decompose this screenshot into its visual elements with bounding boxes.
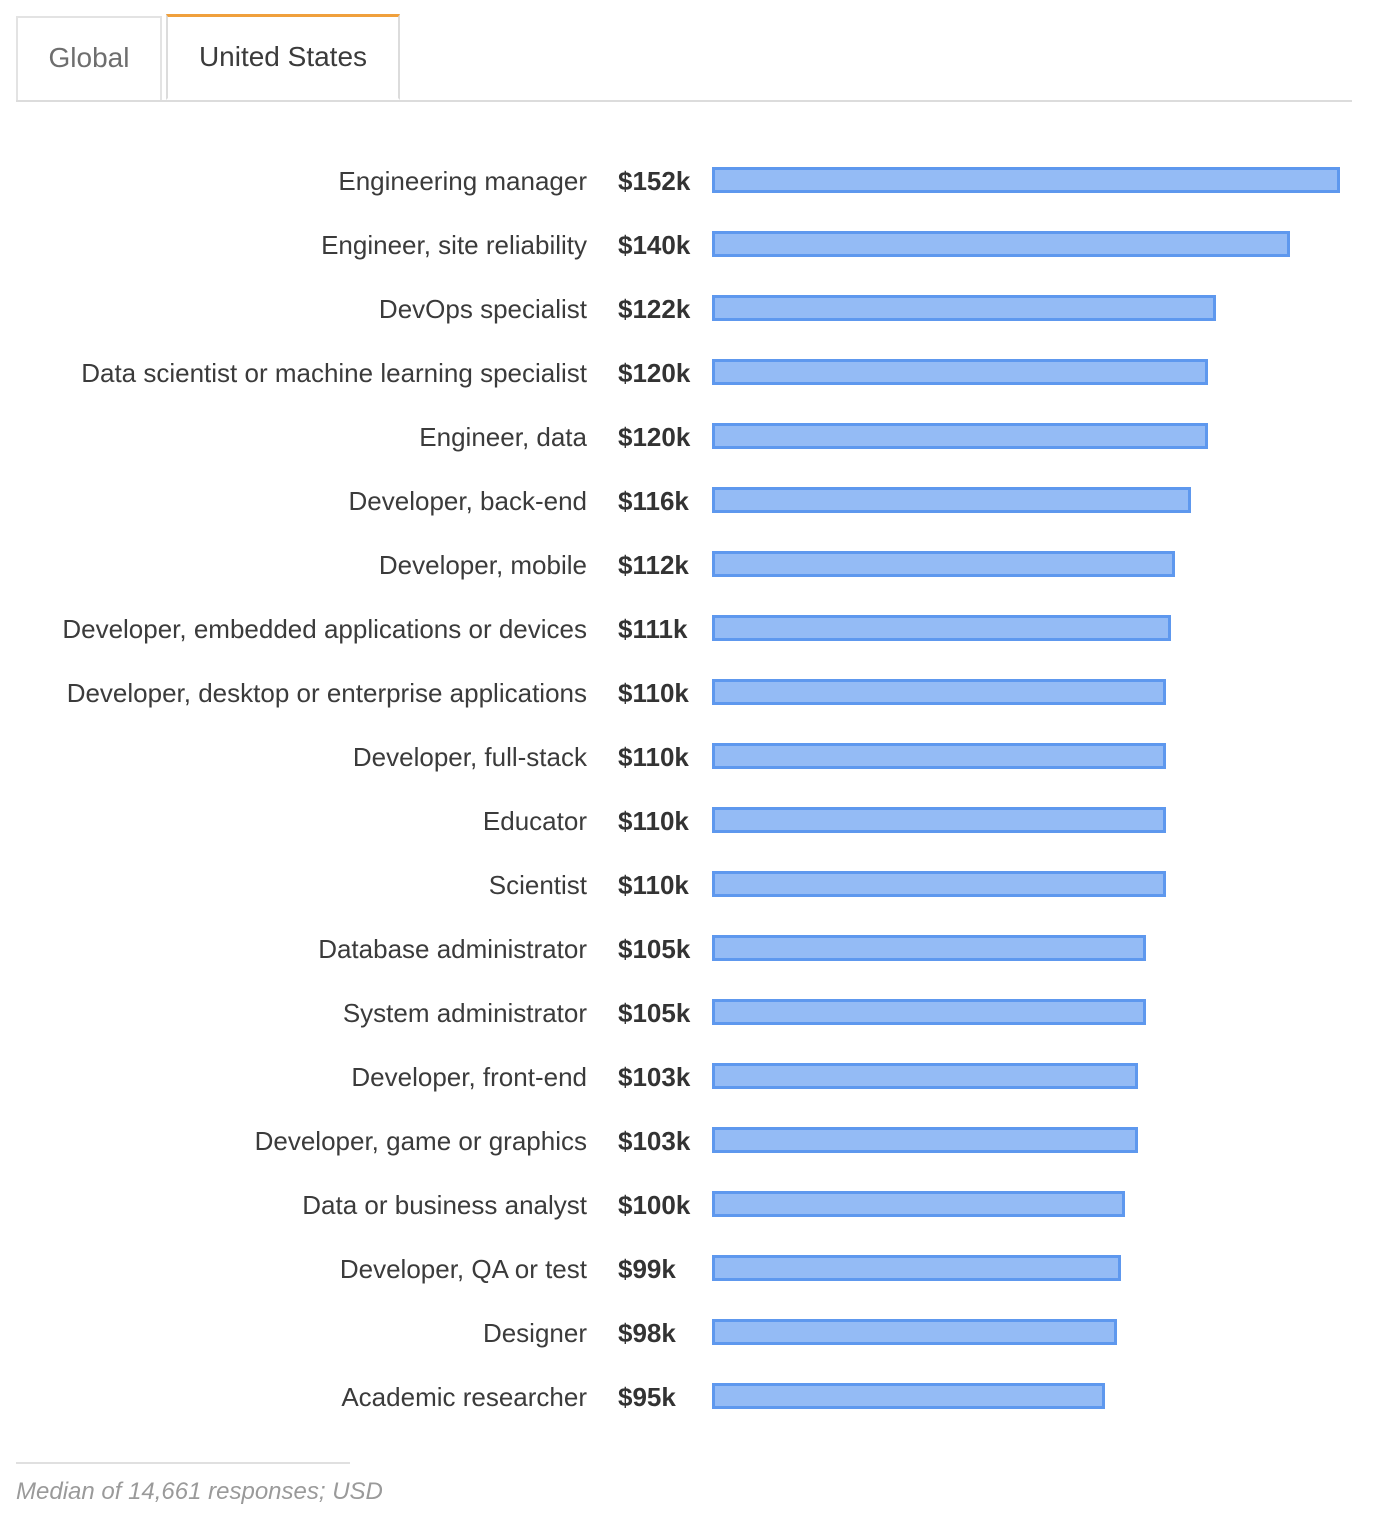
salary-bar (712, 359, 1208, 385)
category-label: Scientist (488, 870, 587, 900)
chart-row: Developer, front-end $103k (0, 1046, 1384, 1110)
salary-bar (712, 935, 1146, 961)
chart-row: Developer, game or graphics $103k (0, 1110, 1384, 1174)
value-label: $122k (618, 294, 691, 324)
salary-bar (712, 871, 1166, 897)
region-tabs: Global United States (16, 14, 1352, 102)
value-label: $112k (618, 550, 689, 580)
tab-united-states[interactable]: United States (166, 14, 400, 100)
chart-row: Data or business analyst $100k (0, 1174, 1384, 1238)
value-label: $103k (618, 1062, 691, 1092)
category-label: DevOps specialist (378, 294, 587, 324)
category-label: Developer, QA or test (339, 1254, 587, 1284)
footnote: Median of 14,661 responses; USD (16, 1478, 383, 1505)
chart-row: Developer, embedded applications or devi… (0, 598, 1384, 662)
category-label: Database administrator (318, 934, 587, 964)
salary-bar (712, 295, 1216, 321)
salary-bar (712, 487, 1191, 513)
category-label: Developer, full-stack (352, 742, 587, 772)
chart-row: Engineering manager $152k (0, 150, 1384, 214)
value-label: $103k (618, 1126, 691, 1156)
value-label: $116k (618, 486, 689, 516)
chart-row: Developer, back-end $116k (0, 470, 1384, 534)
category-label: Developer, embedded applications or devi… (62, 614, 587, 644)
salary-bar (712, 423, 1208, 449)
salary-bar-chart: Engineering manager $152k Engineer, site r… (0, 150, 1384, 1430)
chart-row: System administrator $105k (0, 982, 1384, 1046)
salary-bar (712, 615, 1171, 641)
salary-bar (712, 1255, 1121, 1281)
chart-row: Developer, desktop or enterprise applica… (0, 662, 1384, 726)
footnote-divider (16, 1462, 350, 1464)
salary-bar (712, 999, 1146, 1025)
value-label: $140k (618, 230, 691, 260)
value-label: $110k (618, 806, 689, 836)
salary-bar (712, 1127, 1138, 1153)
category-label: Developer, game or graphics (254, 1126, 587, 1156)
category-label: Engineer, site reliability (321, 230, 587, 260)
chart-row: DevOps specialist $122k (0, 278, 1384, 342)
chart-row: Data scientist or machine learning speci… (0, 342, 1384, 406)
chart-row: Developer, QA or test $99k (0, 1238, 1384, 1302)
category-label: Data scientist or machine learning speci… (81, 358, 587, 388)
category-label: Academic researcher (341, 1382, 587, 1412)
salary-bar (712, 679, 1166, 705)
chart-row: Designer $98k (0, 1302, 1384, 1366)
chart-row: Scientist $110k (0, 854, 1384, 918)
salary-bar (712, 551, 1175, 577)
salary-bar (712, 743, 1166, 769)
salary-bar (712, 1319, 1117, 1345)
category-label: Data or business analyst (302, 1190, 587, 1220)
chart-row: Engineer, data $120k (0, 406, 1384, 470)
category-label: Designer (482, 1318, 587, 1348)
chart-row: Developer, full-stack $110k (0, 726, 1384, 790)
salary-bar (712, 1191, 1125, 1217)
value-label: $98k (618, 1318, 676, 1348)
value-label: $105k (618, 934, 691, 964)
value-label: $110k (618, 678, 689, 708)
value-label: $152k (618, 166, 691, 196)
value-label: $111k (618, 614, 688, 644)
value-label: $100k (618, 1190, 691, 1220)
category-label: Developer, mobile (378, 550, 587, 580)
category-label: Educator (482, 806, 587, 836)
category-label: Developer, front-end (351, 1062, 587, 1092)
category-label: Developer, desktop or enterprise applica… (66, 678, 587, 708)
value-label: $110k (618, 870, 689, 900)
value-label: $105k (618, 998, 691, 1028)
salary-bar (712, 231, 1290, 257)
chart-row: Educator $110k (0, 790, 1384, 854)
tab-global[interactable]: Global (16, 16, 162, 100)
value-label: $99k (618, 1254, 676, 1284)
value-label: $95k (618, 1382, 676, 1412)
category-label: System administrator (342, 998, 587, 1028)
category-label: Engineer, data (419, 422, 587, 452)
salary-bar (712, 1383, 1105, 1409)
chart-row: Developer, mobile $112k (0, 534, 1384, 598)
chart-row: Database administrator $105k (0, 918, 1384, 982)
salary-bar (712, 1063, 1138, 1089)
value-label: $120k (618, 358, 691, 388)
value-label: $120k (618, 422, 691, 452)
chart-row: Engineer, site reliability $140k (0, 214, 1384, 278)
chart-row: Academic researcher $95k (0, 1366, 1384, 1430)
category-label: Engineering manager (338, 166, 587, 196)
salary-bar (712, 167, 1340, 193)
category-label: Developer, back-end (348, 486, 587, 516)
salary-bar (712, 807, 1166, 833)
value-label: $110k (618, 742, 689, 772)
